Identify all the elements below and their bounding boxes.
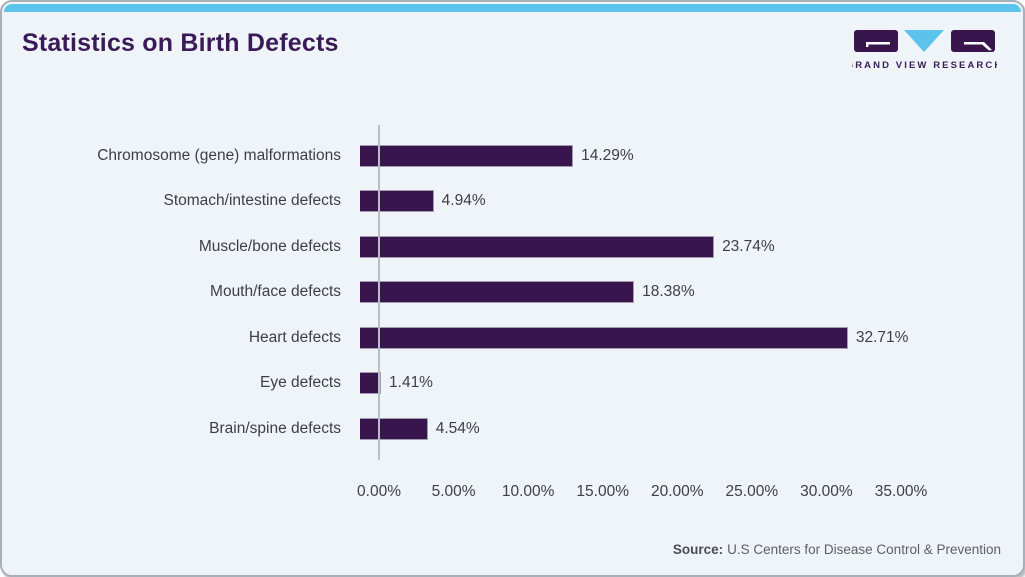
source-label: Source: (672, 542, 724, 557)
x-tick-label: 20.00% (650, 483, 704, 500)
top-accent-bar (4, 4, 1021, 12)
brand-logo-text: GRAND VIEW RESEARCH (852, 60, 997, 71)
bar (360, 417, 428, 440)
bar-track: 23.74% (360, 235, 1007, 258)
bar-track: 4.54% (360, 417, 1007, 440)
value-label: 14.29% (581, 146, 634, 164)
category-label: Muscle/bone defects (198, 237, 341, 255)
bar (360, 144, 574, 167)
bar-track: 14.29% (360, 144, 1007, 167)
x-tick-label: 5.00% (431, 483, 476, 500)
bar-chart: Chromosome (gene) malformations 14.29% Sto… (2, 125, 1023, 505)
page-title: Statistics on Birth Defects (22, 29, 339, 57)
bar (360, 372, 382, 395)
value-label: 23.74% (722, 237, 775, 255)
brand-logo: GRAND VIEW RESEARCH (852, 28, 997, 72)
source-note: Source: U.S Centers for Disease Control &… (673, 542, 1001, 557)
gvr-logo-icon: GRAND VIEW RESEARCH (852, 30, 997, 71)
chart-row: Brain/spine defects 4.54% (2, 406, 1007, 452)
chart-row: Muscle/bone defects 23.74% (2, 224, 1007, 270)
category-label: Mouth/face defects (210, 283, 341, 301)
chart-row: Mouth/face defects 18.38% (2, 270, 1007, 316)
bar (360, 281, 635, 304)
category-label: Chromosome (gene) malformations (97, 146, 341, 164)
bar (360, 235, 715, 258)
category-label: Brain/spine defects (209, 419, 341, 437)
chart-row: Chromosome (gene) malformations 14.29% (2, 133, 1007, 179)
chart-row: Stomach/intestine defects 4.94% (2, 179, 1007, 225)
bar-track: 18.38% (360, 281, 1007, 304)
value-label: 1.41% (389, 374, 433, 392)
value-label: 4.54% (435, 419, 480, 437)
x-tick-label: 10.00% (501, 483, 555, 500)
chart-row: Heart defects 32.71% (2, 315, 1007, 361)
x-tick-label: 30.00% (800, 483, 853, 500)
value-label: 4.94% (441, 192, 486, 210)
x-tick-label: 0.00% (357, 483, 401, 500)
y-axis-line (378, 125, 380, 460)
source-text: U.S Centers for Disease Control & Preven… (727, 542, 1001, 557)
value-label: 32.71% (855, 328, 909, 346)
x-tick-label: 35.00% (874, 483, 928, 500)
bar (360, 190, 434, 213)
bar-track: 1.41% (360, 372, 1007, 395)
chart-rows: Chromosome (gene) malformations 14.29% Sto… (2, 133, 1007, 452)
value-label: 18.38% (642, 283, 695, 301)
category-label: Eye defects (260, 374, 341, 392)
bar-track: 32.71% (360, 326, 1007, 349)
bar-track: 4.94% (360, 190, 1007, 213)
bar (360, 326, 848, 349)
x-tick-label: 25.00% (725, 483, 779, 500)
chart-row: Eye defects 1.41% (2, 361, 1007, 407)
category-label: Heart defects (248, 328, 341, 346)
x-tick-label: 15.00% (576, 483, 629, 500)
category-label: Stomach/intestine defects (163, 192, 342, 210)
